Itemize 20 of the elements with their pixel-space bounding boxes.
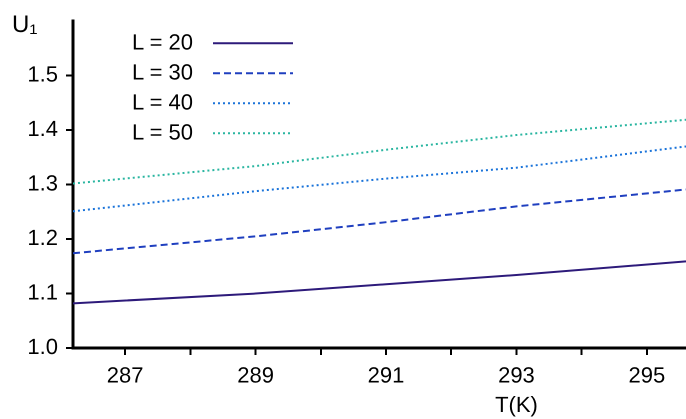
y-tick-label: 1.2 <box>27 225 58 250</box>
legend-label: L = 30 <box>132 59 193 84</box>
legend-label: L = 50 <box>132 119 193 144</box>
y-tick-label: 1.4 <box>27 116 58 142</box>
x-tick-label: 291 <box>368 362 404 388</box>
x-tick-label: 289 <box>237 362 274 388</box>
x-axis-title: T(K) <box>495 392 538 417</box>
line-series <box>73 118 686 185</box>
legend-label: L = 40 <box>132 89 193 114</box>
y-tick-label: 1.3 <box>27 170 58 196</box>
legend-label: L = 20 <box>132 29 193 54</box>
y-tick-label: 1.5 <box>27 62 58 87</box>
y-tick-label: 1.1 <box>27 280 58 305</box>
x-tick-label: 287 <box>106 362 144 388</box>
x-tick-label: 293 <box>498 362 535 388</box>
y-axis-title: U₁ <box>12 11 38 38</box>
y-tick-label: 1.0 <box>27 334 58 360</box>
line-series <box>73 188 686 254</box>
x-tick-label: 295 <box>628 362 666 388</box>
line-series <box>73 145 686 212</box>
